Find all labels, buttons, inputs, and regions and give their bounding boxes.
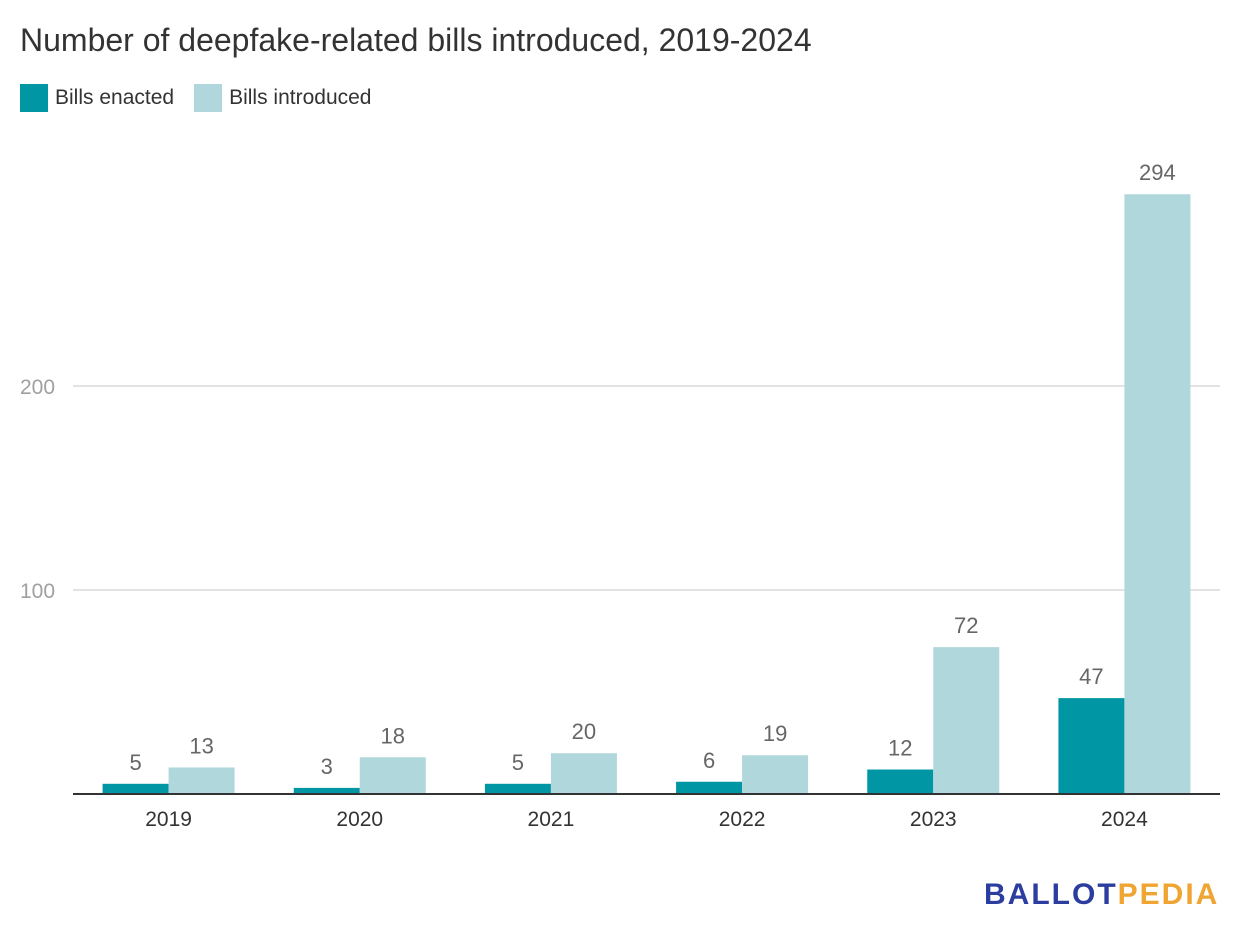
bar-enacted-2019	[102, 783, 169, 794]
logo-text-pedia: PEDIA	[1117, 878, 1220, 911]
chart-title: Number of deepfake-related bills introdu…	[20, 22, 812, 58]
x-tick-label-2022: 2022	[719, 808, 766, 831]
legend: Bills enacted Bills introduced	[20, 84, 391, 112]
legend-label-enacted: Bills enacted	[55, 86, 175, 109]
x-tick-label-2021: 2021	[528, 808, 575, 831]
ballotpedia-logo: BALLOTPEDIA	[984, 878, 1219, 912]
legend-swatch-introduced	[194, 84, 223, 112]
data-label-enacted-2022: 6	[703, 748, 715, 773]
legend-item-enacted: Bills enacted	[20, 84, 174, 112]
data-label-enacted-2021: 5	[512, 750, 524, 775]
y-tick-label-200: 200	[20, 376, 55, 399]
bar-introduced-2023	[933, 647, 1000, 794]
data-label-introduced-2021: 20	[572, 719, 596, 744]
x-tick-label-2023: 2023	[910, 808, 957, 831]
data-label-introduced-2023: 72	[954, 613, 978, 638]
data-label-introduced-2022: 19	[763, 721, 787, 746]
x-tick-label-2019: 2019	[145, 808, 192, 831]
x-tick-label-2024: 2024	[1101, 808, 1148, 831]
data-label-introduced-2019: 13	[189, 733, 213, 758]
data-label-introduced-2020: 18	[381, 723, 405, 748]
legend-label-introduced: Bills introduced	[229, 86, 372, 109]
bar-introduced-2020	[359, 757, 426, 794]
data-label-enacted-2023: 12	[888, 736, 912, 761]
bar-introduced-2022	[742, 755, 809, 794]
legend-item-introduced: Bills introduced	[194, 84, 371, 112]
data-label-introduced-2024: 294	[1139, 160, 1176, 185]
x-tick-label-2020: 2020	[336, 808, 383, 831]
logo-text-ballot: BALLOT	[984, 878, 1118, 911]
bar-enacted-2020	[293, 787, 360, 794]
bar-introduced-2019	[168, 767, 235, 794]
bar-enacted-2024	[1058, 698, 1125, 794]
bar-introduced-2021	[550, 753, 617, 794]
data-label-enacted-2019: 5	[129, 750, 141, 775]
data-label-enacted-2024: 47	[1079, 664, 1103, 689]
data-label-enacted-2020: 3	[321, 754, 333, 779]
legend-swatch-enacted	[20, 84, 48, 112]
y-tick-label-100: 100	[20, 580, 55, 603]
bar-enacted-2022	[676, 781, 743, 794]
bar-enacted-2021	[484, 783, 551, 794]
bar-enacted-2023	[867, 769, 934, 794]
bar-introduced-2024	[1124, 194, 1191, 795]
